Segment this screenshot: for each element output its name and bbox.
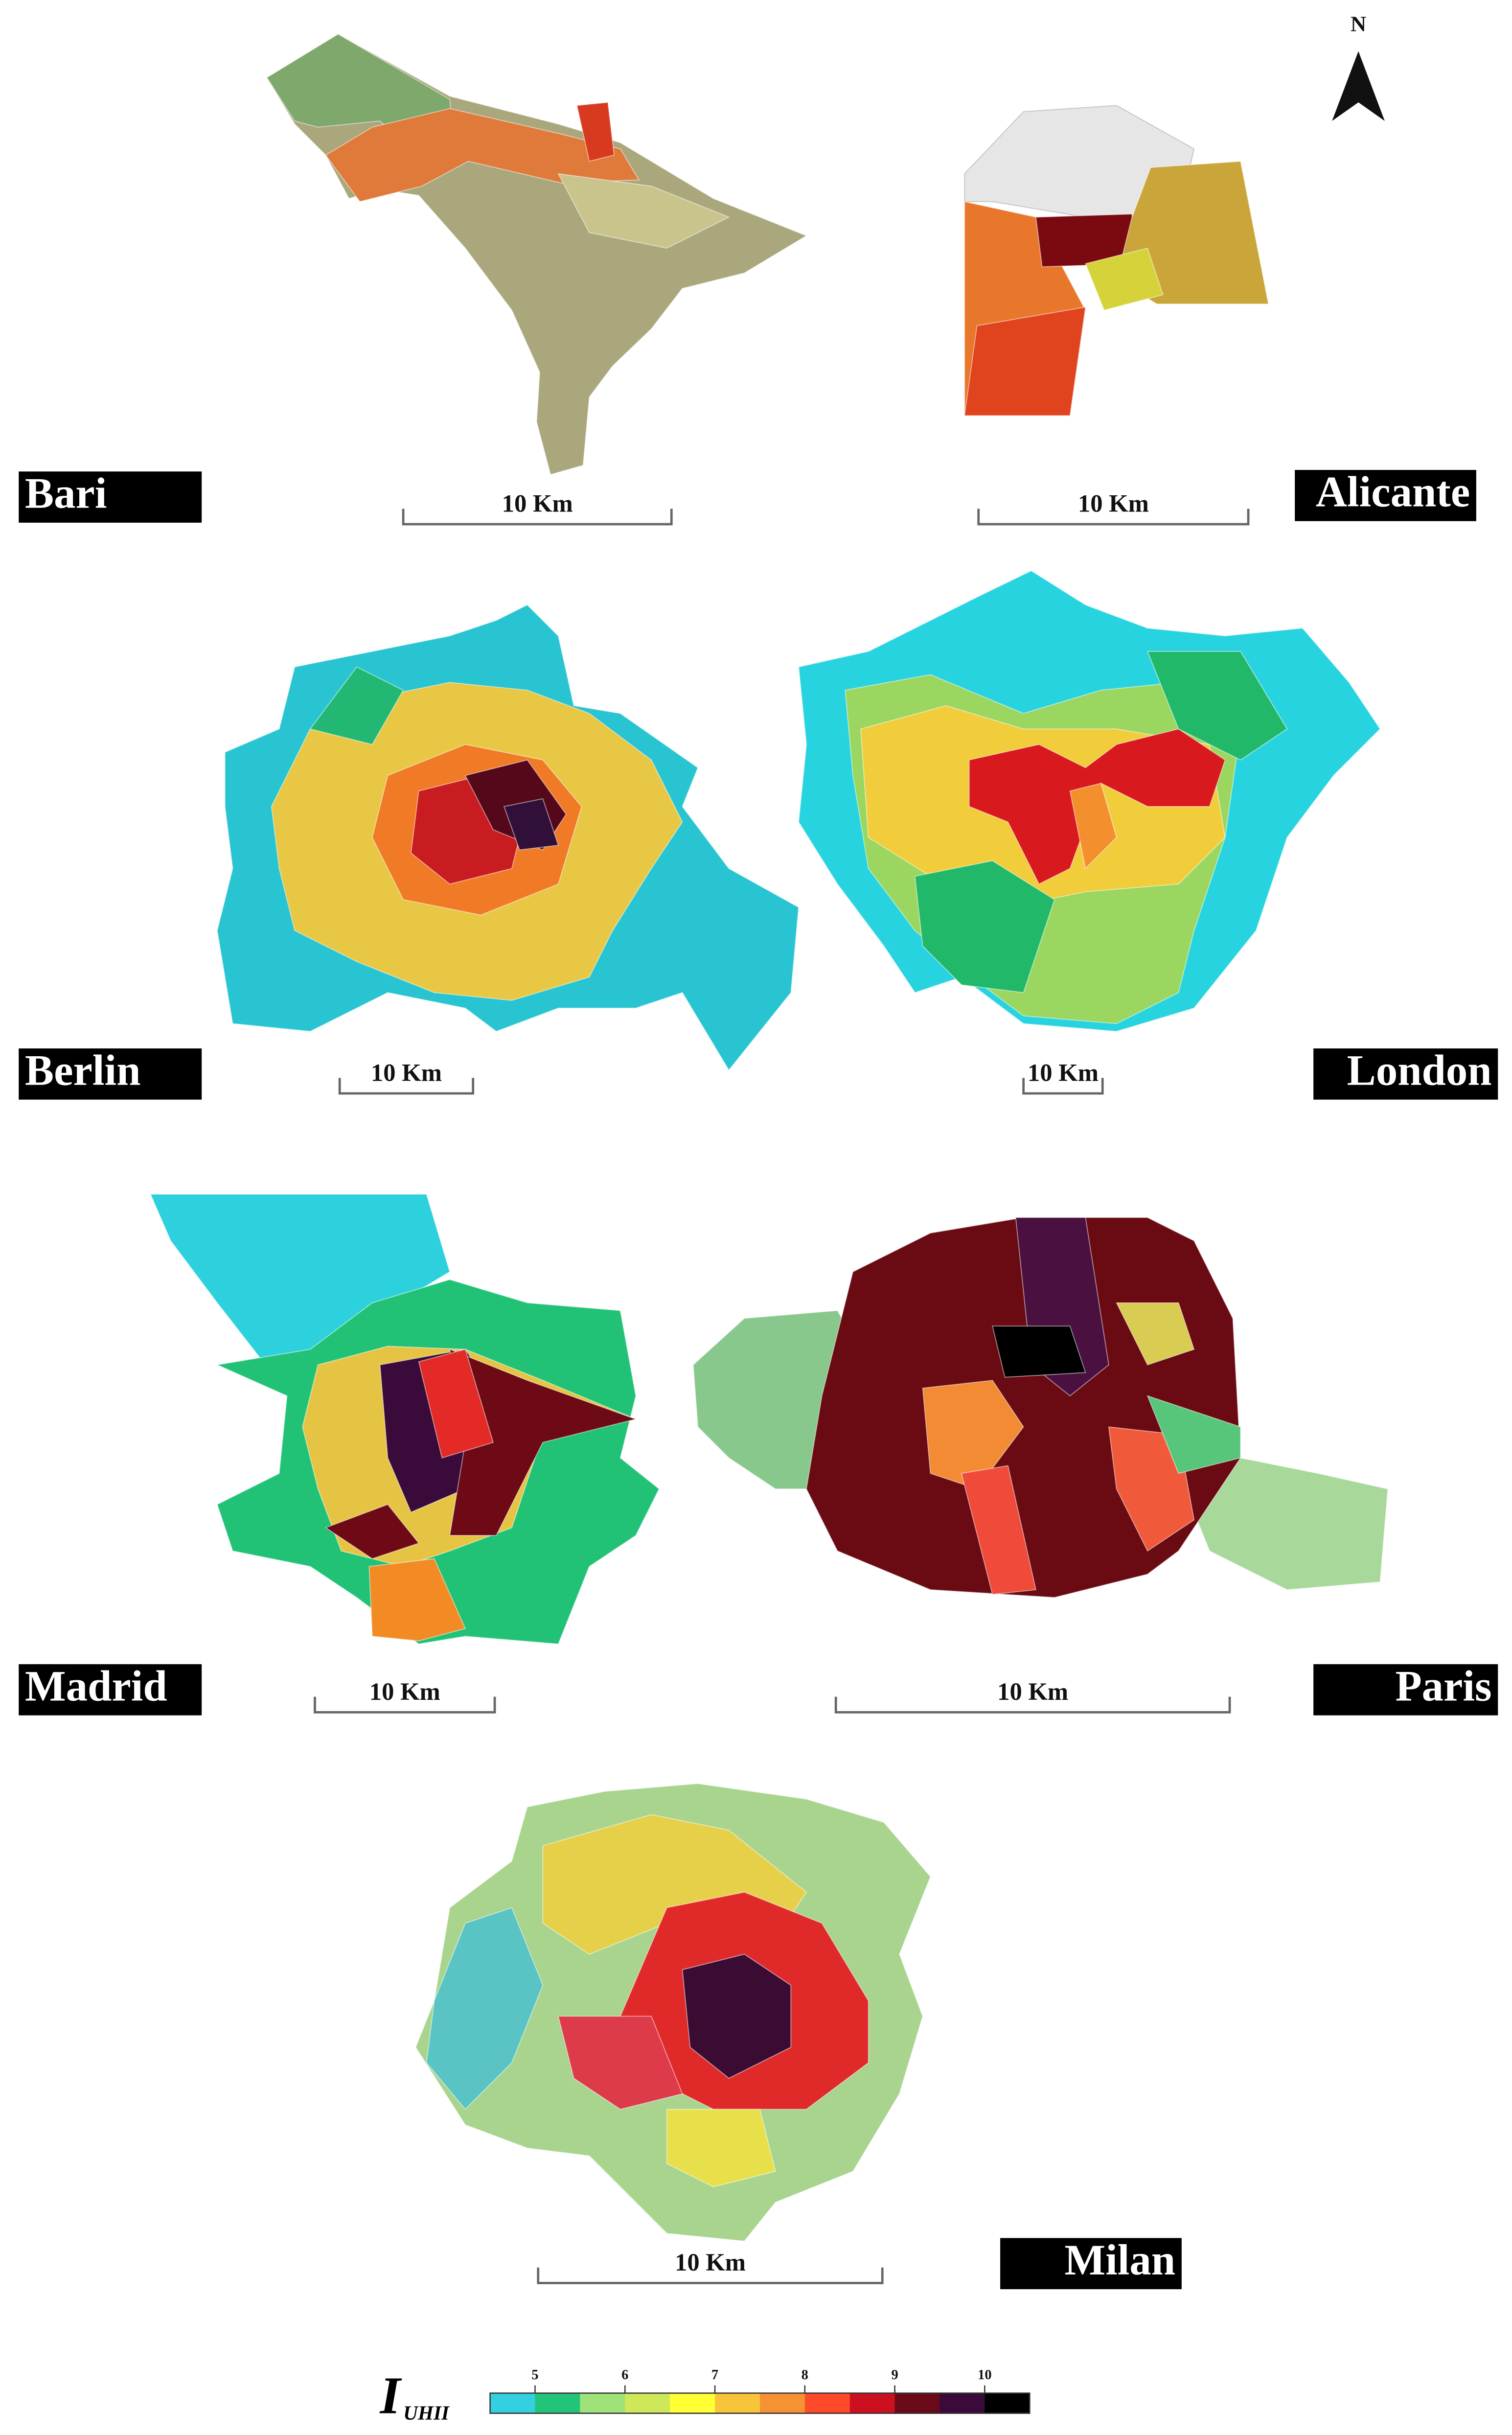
legend-tick-label: 8 (802, 2367, 808, 2383)
scale-bar (977, 509, 1250, 526)
scale-label: 10 Km (369, 1678, 440, 1705)
legend-tick-label: 9 (891, 2367, 898, 2383)
city-label: London (1347, 1046, 1492, 1094)
legend-swatch (535, 2393, 581, 2413)
alicante-map (964, 105, 1269, 417)
legend-tick-label: 6 (621, 2367, 628, 2383)
city-label-box (19, 1048, 202, 1100)
city-label: Berlin (25, 1046, 141, 1094)
legend-swatch (849, 2393, 895, 2413)
legend: I UHII 5 6 7 8 9 10 (379, 2367, 1031, 2425)
legend-swatch (580, 2393, 626, 2413)
scale-label: 10 Km (1028, 1059, 1099, 1087)
legend-swatch (939, 2393, 985, 2413)
legend-swatch (985, 2393, 1031, 2413)
city-label-box (1000, 2238, 1182, 2290)
scale-bar (537, 2267, 884, 2284)
legend-swatch (715, 2393, 760, 2413)
paris-map (692, 1217, 1389, 1598)
city-label: Madrid (25, 1662, 167, 1710)
legend-swatch (894, 2393, 940, 2413)
legend-tick-label: 7 (711, 2367, 718, 2383)
scale-bar (338, 1078, 475, 1095)
legend-swatch (804, 2393, 850, 2413)
city-label-box (19, 471, 202, 523)
legend-swatch (759, 2393, 805, 2413)
scale-bar (314, 1696, 496, 1714)
scale-bar (402, 509, 673, 526)
city-label: Bari (25, 470, 107, 518)
legend-swatch (625, 2393, 671, 2413)
scale-bar (1022, 1078, 1104, 1095)
legend-swatch (670, 2393, 715, 2413)
london-map (798, 570, 1381, 1032)
scale-label: 10 Km (997, 1678, 1068, 1705)
milan-map (415, 1783, 931, 2242)
scale-label: 10 Km (371, 1059, 442, 1087)
scale-label: 10 Km (675, 2249, 746, 2276)
city-label-box (1295, 470, 1476, 521)
scale-label: 10 Km (1078, 490, 1149, 517)
city-label: Alicante (1316, 468, 1470, 516)
city-labels: Bari 10 Km Alicante 10 Km Berlin 10 Km London 1… (19, 468, 1498, 2290)
berlin-map (216, 604, 800, 1071)
legend-tick-label: 10 (978, 2367, 992, 2383)
legend-swatch (490, 2393, 536, 2413)
madrid-map (150, 1194, 660, 1645)
north-label: N (1351, 11, 1366, 36)
legend-tick-label: 5 (531, 2367, 538, 2383)
scale-label: 10 Km (502, 490, 573, 517)
city-label: Milan (1064, 2236, 1175, 2284)
legend-subscript: UHII (403, 2401, 450, 2424)
bari-map (266, 33, 808, 475)
north-arrow (1332, 51, 1385, 121)
legend-frame (489, 2392, 1031, 2414)
city-label: Paris (1395, 1662, 1491, 1710)
city-label-box (1313, 1048, 1498, 1100)
city-label-box (1313, 1664, 1498, 1716)
city-label-box (19, 1664, 202, 1716)
legend-title: I (379, 2367, 402, 2425)
scale-bar (834, 1696, 1231, 1714)
